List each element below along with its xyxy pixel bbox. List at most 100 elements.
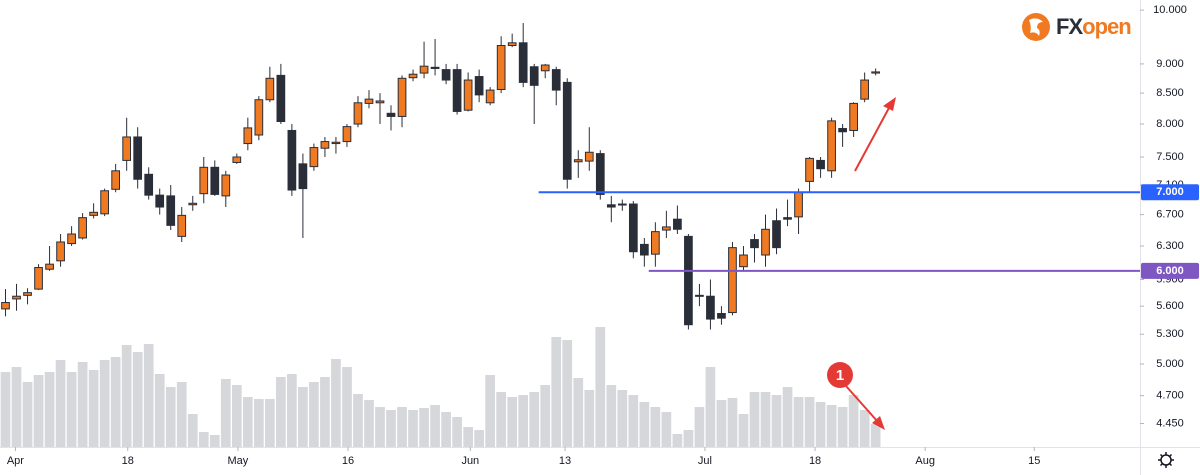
logo-text: FXopen	[1056, 14, 1131, 39]
volume-bar	[66, 372, 77, 447]
candle-body	[529, 66, 539, 86]
x-tick-label: 15	[1028, 455, 1040, 467]
candle-body	[673, 218, 682, 230]
candle-body	[12, 295, 21, 300]
volume-bar	[672, 434, 683, 447]
trend-arrow	[854, 97, 896, 172]
candle-body	[695, 294, 704, 297]
volume-bar	[562, 340, 573, 447]
candle-body	[651, 231, 660, 255]
candle-body	[827, 120, 836, 172]
candle-body	[717, 313, 726, 319]
volume-bar	[110, 357, 121, 447]
volume-bar	[738, 414, 749, 447]
candle-body	[243, 127, 253, 145]
candle-body	[849, 102, 858, 131]
settings-icon[interactable]	[1158, 452, 1174, 468]
volume-bar	[430, 405, 440, 447]
volume-bar	[705, 367, 716, 447]
volume-bar	[231, 385, 242, 447]
volume-bar	[716, 400, 727, 447]
price-label-box	[1141, 262, 1199, 279]
volume-bar	[826, 405, 837, 447]
candle-body	[342, 126, 352, 143]
volume-bar	[749, 392, 760, 447]
candle-body	[639, 243, 649, 256]
candle-body	[507, 42, 517, 47]
candle-body	[419, 65, 429, 74]
volume-bar	[55, 360, 66, 447]
volume-bar	[375, 407, 385, 447]
annotation-text: 1	[836, 367, 844, 384]
candle-body	[617, 203, 627, 206]
candle-body	[562, 81, 572, 180]
candle-body	[375, 100, 385, 104]
candle-body	[331, 141, 341, 145]
volume-bar	[99, 360, 110, 447]
y-tick-label: 6.300	[1156, 240, 1184, 252]
candle-body	[706, 295, 715, 320]
gear-teeth[interactable]	[1158, 452, 1174, 468]
volume-bar	[397, 407, 407, 447]
volume-bar	[287, 374, 297, 447]
candle-body	[606, 204, 616, 208]
volume-bar	[683, 430, 694, 447]
y-tick-label: 7.500	[1156, 151, 1184, 163]
candle-body	[739, 254, 748, 268]
volume-bar	[650, 407, 661, 447]
arrow-head	[872, 416, 885, 430]
volume-bar	[353, 394, 363, 447]
volume-bar	[551, 337, 562, 447]
y-tick-label: 9.000	[1156, 58, 1184, 70]
volume-bar	[529, 392, 540, 447]
candle-body	[221, 174, 231, 197]
volume-bar	[694, 407, 705, 447]
volume-bar	[859, 410, 870, 447]
volume-bar	[342, 367, 352, 447]
candle-body	[816, 159, 825, 170]
candle-body	[254, 99, 264, 136]
candle-body	[573, 159, 583, 163]
volume-bar	[573, 378, 584, 447]
y-tick-label: 10.000	[1153, 4, 1187, 16]
logo-icon-shape	[1029, 18, 1043, 36]
arrow-line	[845, 385, 879, 423]
volume-bar	[154, 374, 165, 447]
candle-body	[155, 194, 165, 208]
volume-bar	[507, 397, 518, 447]
volume-bar	[782, 387, 793, 447]
candle-body	[45, 263, 54, 270]
volume-bar	[639, 402, 650, 447]
candle-body	[761, 228, 770, 256]
volume-bar	[11, 367, 22, 447]
candle-body	[728, 247, 737, 314]
volume-bar	[595, 327, 606, 447]
candle-body	[474, 76, 484, 96]
logo-open: open	[1082, 14, 1131, 39]
volume-bar	[364, 400, 374, 447]
volume-bar	[33, 375, 44, 447]
candle-body	[838, 128, 847, 133]
annotation-badge	[827, 362, 853, 388]
volume-bar	[419, 408, 429, 447]
x-tick-label: Jul	[698, 455, 712, 467]
candle-body	[122, 136, 132, 161]
volume-bar	[848, 395, 859, 447]
volume-bar	[452, 417, 462, 447]
volume-bar	[198, 432, 209, 447]
candle-body	[144, 173, 154, 196]
y-tick-label: 4.700	[1156, 390, 1184, 402]
volume-arrow: 1	[827, 362, 885, 430]
candle-body	[232, 156, 242, 163]
volume-bar	[187, 414, 198, 447]
x-tick-label: May	[228, 455, 249, 467]
volume-bar	[584, 390, 595, 447]
volume-layer	[0, 327, 881, 447]
volume-bar	[870, 424, 881, 447]
candle-body	[34, 267, 43, 290]
logo: FXopen	[1022, 13, 1132, 41]
volume-bar	[309, 382, 319, 447]
volume-bar	[771, 395, 782, 447]
candle-body	[595, 153, 605, 195]
volume-bar	[496, 392, 507, 447]
